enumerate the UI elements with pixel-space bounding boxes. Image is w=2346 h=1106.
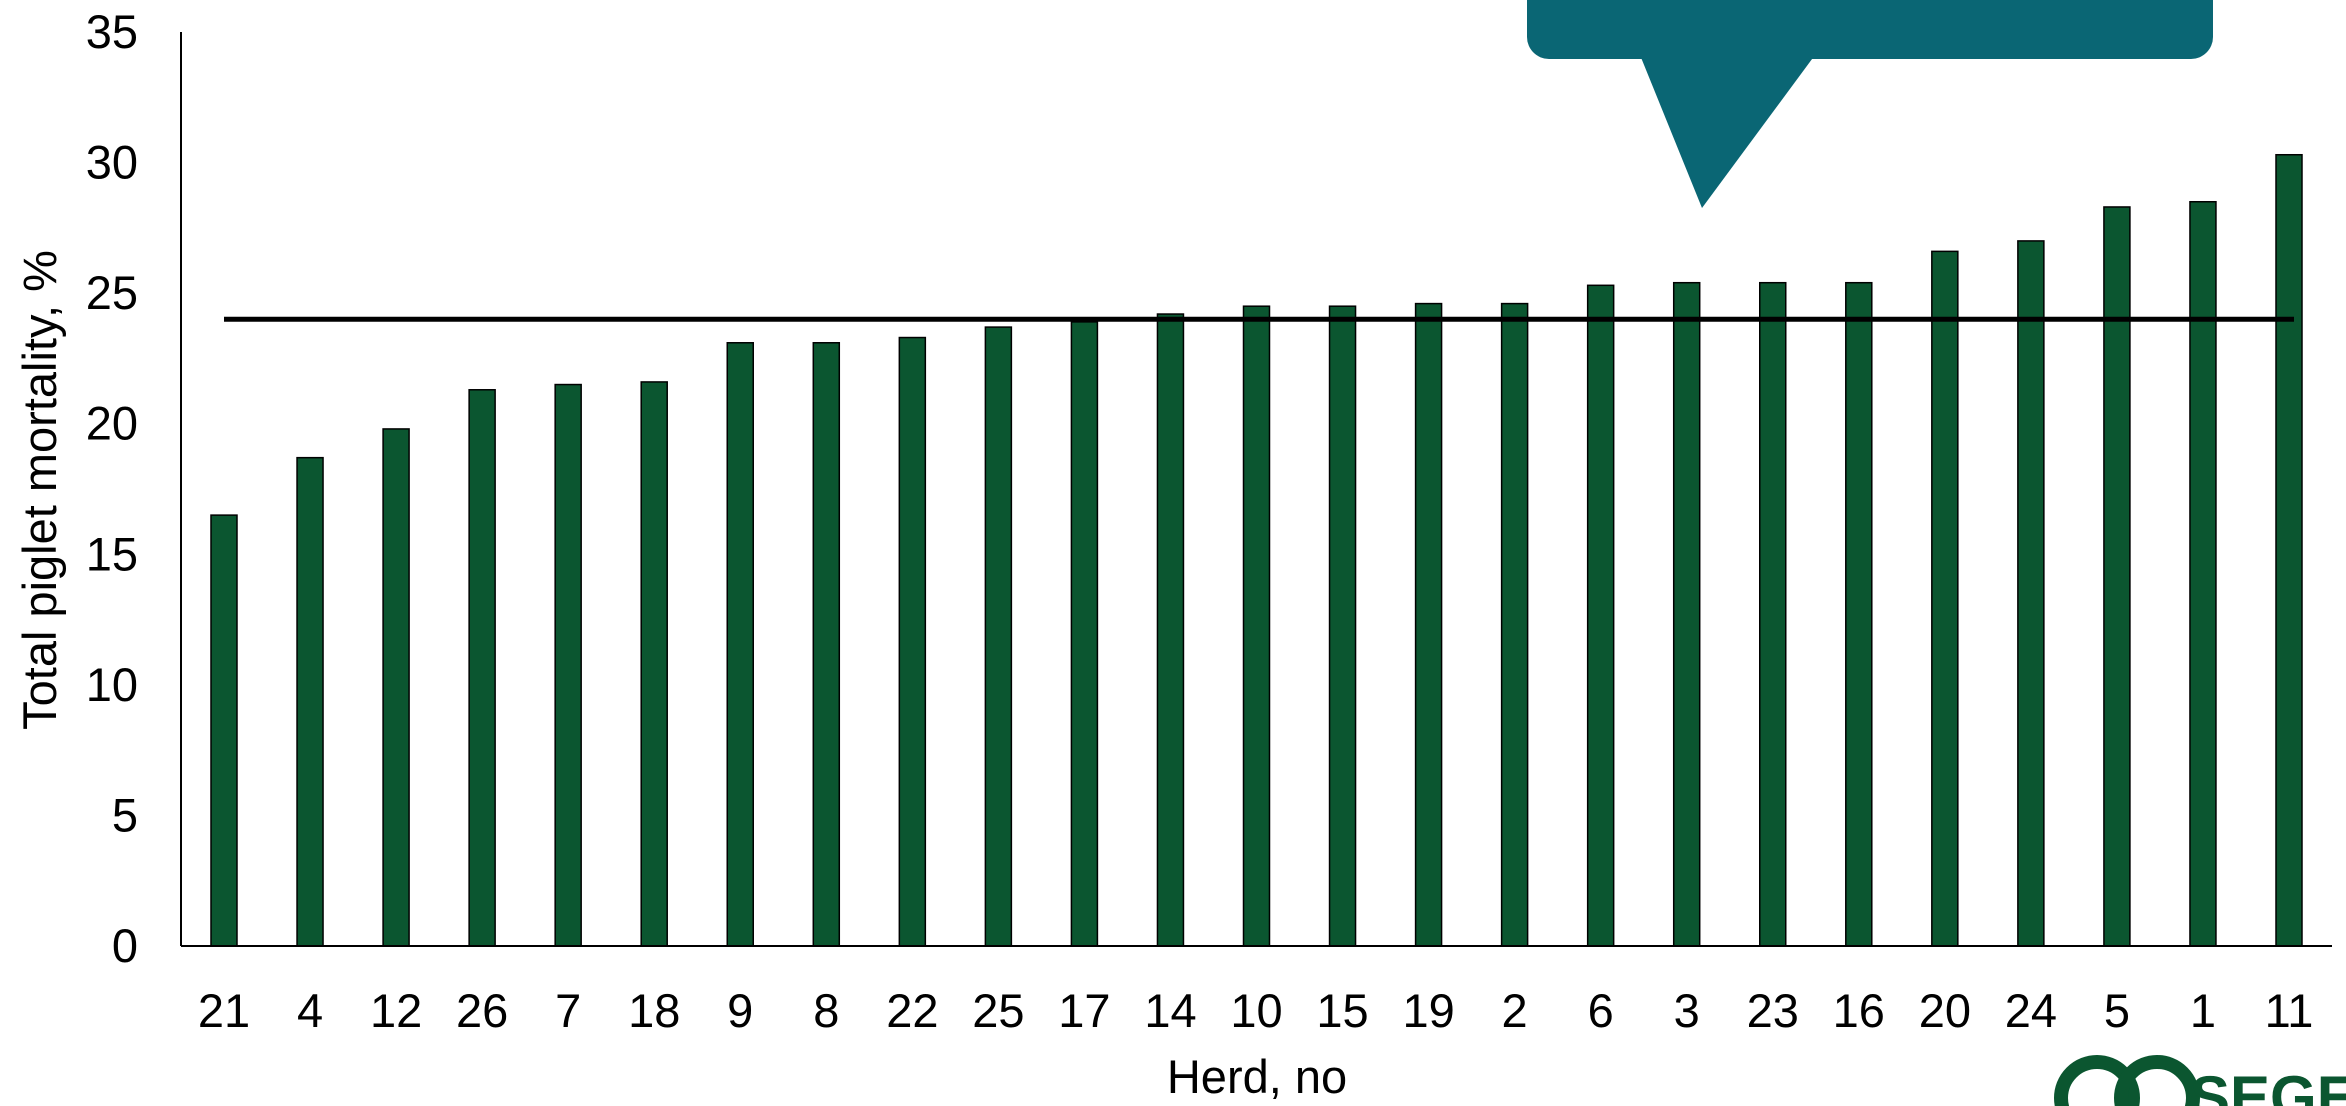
bar-herd-24 [2017, 240, 2045, 947]
y-tick-label: 15 [86, 527, 138, 580]
x-tick-label: 11 [2265, 984, 2314, 1037]
bar-herd-10 [1242, 305, 1271, 947]
callout-pointer [1640, 55, 1815, 208]
logo-ring-right [2114, 1055, 2200, 1106]
x-tick-label: 17 [1058, 984, 1110, 1037]
bar-herd-14 [1156, 313, 1185, 947]
bar-herd-5 [2103, 206, 2131, 947]
y-tick-label: 20 [86, 397, 138, 450]
bar-herd-19 [1414, 302, 1443, 947]
bar-herd-3 [1672, 281, 1701, 947]
bar-herd-15 [1328, 305, 1357, 947]
bar-herd-23 [1759, 281, 1787, 947]
x-tick-label: 22 [886, 984, 938, 1037]
x-tick-label: 18 [628, 984, 680, 1037]
bar-herd-12 [382, 428, 410, 947]
logo-text: SEGES [2190, 1064, 2346, 1106]
bar-herd-9 [726, 342, 754, 947]
seges-logo: SEGES [2054, 1055, 2346, 1106]
x-tick-label: 10 [1230, 984, 1282, 1037]
x-tick-label: 26 [456, 984, 508, 1037]
y-axis-title: Total piglet mortality, % [13, 250, 66, 730]
bars [210, 153, 2303, 947]
x-tick-label: 24 [2005, 984, 2057, 1037]
callout-box [1527, 0, 2213, 59]
bar-herd-8 [812, 342, 841, 947]
axes [180, 32, 2332, 947]
bar-herd-16 [1845, 281, 1873, 947]
x-tick-labels: 21 4 12 26 7 18 9 8 22 25 17 14 10 15 19 2 6 3 23 16 20 24 5 1 1… [198, 984, 2314, 1037]
x-tick-label: 5 [2104, 984, 2130, 1037]
x-tick-label: 21 [198, 984, 250, 1037]
bar-herd-17 [1070, 321, 1099, 947]
x-tick-label: 9 [727, 984, 753, 1037]
bar-herd-26 [468, 389, 496, 947]
bar-herd-18 [640, 381, 668, 947]
bar-herd-1 [2189, 200, 2217, 947]
x-tick-label: 16 [1833, 984, 1885, 1037]
bar-herd-11 [2275, 153, 2303, 947]
x-axis-title: Herd, no [1167, 1050, 1347, 1103]
x-tick-label: 12 [370, 984, 422, 1037]
bar-herd-7 [554, 383, 582, 947]
bar-herd-4 [296, 456, 324, 947]
bar-herd-2 [1500, 302, 1529, 947]
callout [1527, 0, 2213, 208]
y-tick-label: 25 [86, 266, 138, 319]
x-tick-label: 15 [1316, 984, 1368, 1037]
x-tick-label: 4 [297, 984, 323, 1037]
y-tick-labels: 0 5 10 15 20 25 30 35 [86, 5, 138, 972]
x-tick-label: 23 [1747, 984, 1799, 1037]
x-tick-label: 1 [2190, 984, 2216, 1037]
x-tick-label: 3 [1674, 984, 1700, 1037]
logo-ring-left [2054, 1055, 2140, 1106]
x-tick-label: 20 [1919, 984, 1971, 1037]
x-tick-label: 8 [813, 984, 839, 1037]
y-tick-label: 5 [112, 788, 138, 841]
bar-herd-22 [898, 336, 927, 947]
x-tick-label: 19 [1402, 984, 1454, 1037]
x-tick-label: 2 [1502, 984, 1528, 1037]
y-tick-label: 30 [86, 136, 138, 189]
y-tick-label: 35 [86, 5, 138, 58]
bar-herd-25 [984, 326, 1013, 947]
bar-herd-21 [210, 514, 238, 947]
x-tick-label: 7 [555, 984, 581, 1037]
y-tick-label: 0 [112, 919, 138, 972]
bar-herd-20 [1931, 250, 1959, 947]
x-tick-label: 6 [1588, 984, 1614, 1037]
y-tick-label: 10 [86, 658, 138, 711]
x-tick-label: 25 [972, 984, 1024, 1037]
bar-herd-6 [1586, 284, 1615, 947]
x-tick-label: 14 [1144, 984, 1196, 1037]
